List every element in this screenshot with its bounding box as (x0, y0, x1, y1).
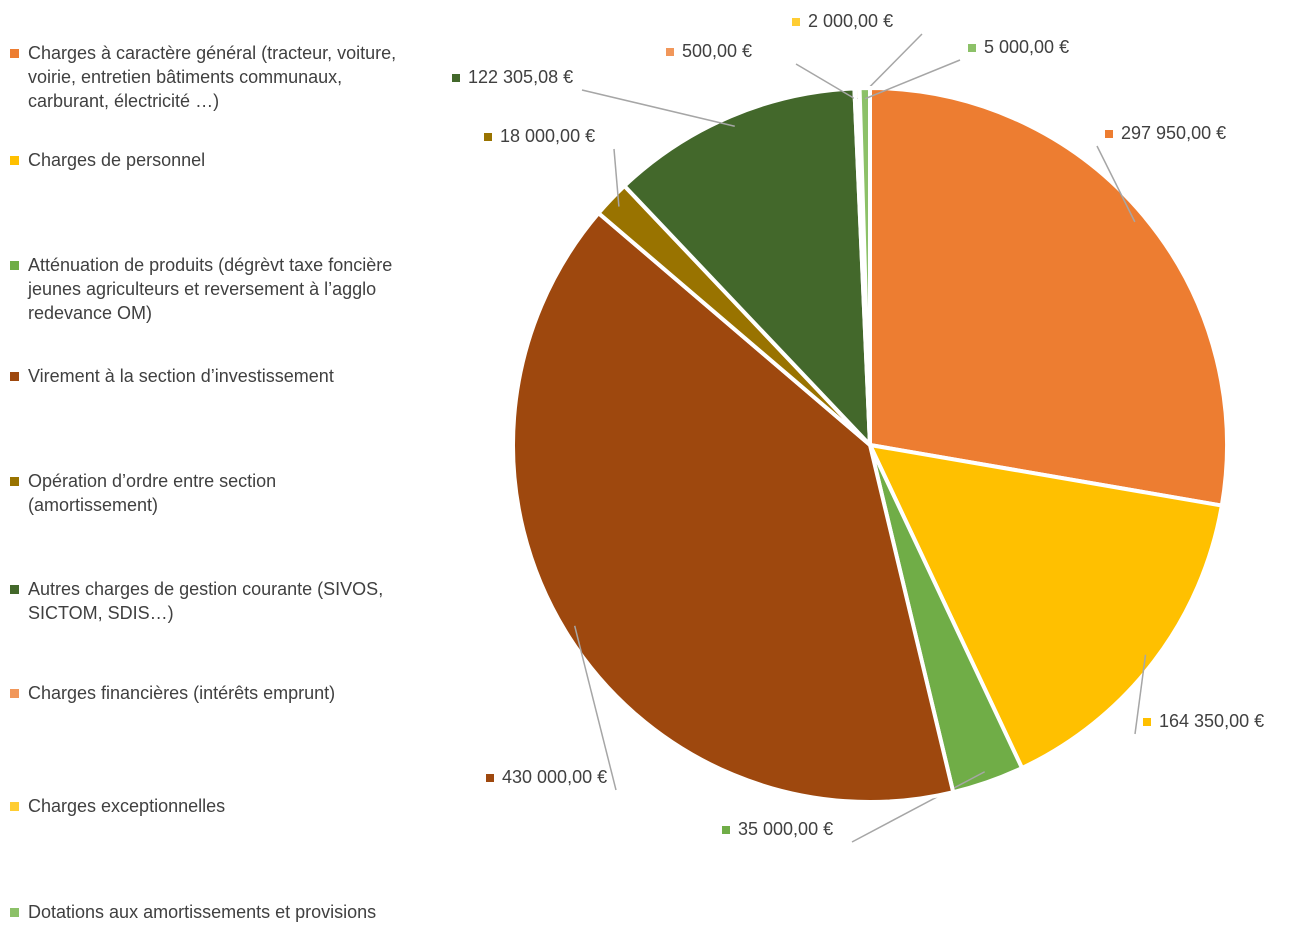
label-swatch (792, 18, 800, 26)
data-label: 430 000,00 € (502, 767, 607, 787)
data-label: 164 350,00 € (1159, 711, 1264, 731)
data-label: 122 305,08 € (468, 67, 573, 87)
label-swatch (484, 133, 492, 141)
data-label: 297 950,00 € (1121, 123, 1226, 143)
label-swatch (1143, 718, 1151, 726)
chart: 297 950,00 € 164 350,00 € 35 000,00 € 430 0… (0, 0, 1302, 952)
leader-line (582, 90, 735, 126)
data-label: 18 000,00 € (500, 126, 595, 146)
data-label: 500,00 € (682, 41, 752, 61)
data-label: 35 000,00 € (738, 819, 833, 839)
pie-slice (870, 88, 1227, 506)
page: Charges à caractère général (tracteur, v… (0, 0, 1302, 952)
label-swatch (722, 826, 730, 834)
label-swatch (1105, 130, 1113, 138)
data-label: 2 000,00 € (808, 11, 893, 31)
label-swatch (452, 74, 460, 82)
label-swatch (968, 44, 976, 52)
label-swatch (486, 774, 494, 782)
label-swatch (666, 48, 674, 56)
data-label: 5 000,00 € (984, 37, 1069, 57)
